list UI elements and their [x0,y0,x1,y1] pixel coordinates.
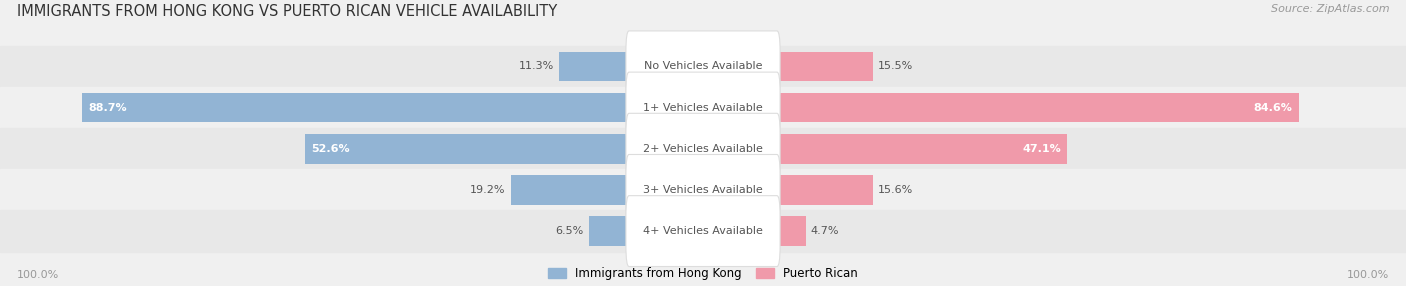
Text: 100.0%: 100.0% [1347,270,1389,279]
Text: 2+ Vehicles Available: 2+ Vehicles Available [643,144,763,154]
Bar [82,93,628,122]
Bar [0,87,1406,128]
Bar [560,51,628,81]
FancyBboxPatch shape [626,113,780,184]
Legend: Immigrants from Hong Kong, Puerto Rican: Immigrants from Hong Kong, Puerto Rican [548,267,858,280]
Text: 52.6%: 52.6% [311,144,350,154]
Text: IMMIGRANTS FROM HONG KONG VS PUERTO RICAN VEHICLE AVAILABILITY: IMMIGRANTS FROM HONG KONG VS PUERTO RICA… [17,4,557,19]
FancyBboxPatch shape [626,72,780,143]
Text: 84.6%: 84.6% [1254,103,1292,112]
Text: 4+ Vehicles Available: 4+ Vehicles Available [643,226,763,236]
Bar [778,51,873,81]
Text: 1+ Vehicles Available: 1+ Vehicles Available [643,103,763,112]
Text: 88.7%: 88.7% [89,103,127,112]
FancyBboxPatch shape [626,196,780,267]
Text: 15.5%: 15.5% [877,61,912,71]
Bar [778,216,806,246]
Bar [589,216,628,246]
Bar [510,175,628,205]
Text: 15.6%: 15.6% [879,185,914,195]
Bar [305,134,628,164]
Text: 4.7%: 4.7% [811,226,839,236]
Text: Source: ZipAtlas.com: Source: ZipAtlas.com [1271,4,1389,14]
Bar [778,93,1299,122]
Bar [0,210,1406,252]
Bar [778,175,873,205]
Bar [0,128,1406,169]
Text: 11.3%: 11.3% [519,61,554,71]
Text: 3+ Vehicles Available: 3+ Vehicles Available [643,185,763,195]
FancyBboxPatch shape [626,31,780,102]
FancyBboxPatch shape [626,154,780,225]
Text: 47.1%: 47.1% [1022,144,1062,154]
Text: 100.0%: 100.0% [17,270,59,279]
Text: 6.5%: 6.5% [555,226,583,236]
Bar [0,169,1406,210]
Bar [0,46,1406,87]
Text: No Vehicles Available: No Vehicles Available [644,61,762,71]
Text: 19.2%: 19.2% [470,185,506,195]
Bar [778,134,1067,164]
